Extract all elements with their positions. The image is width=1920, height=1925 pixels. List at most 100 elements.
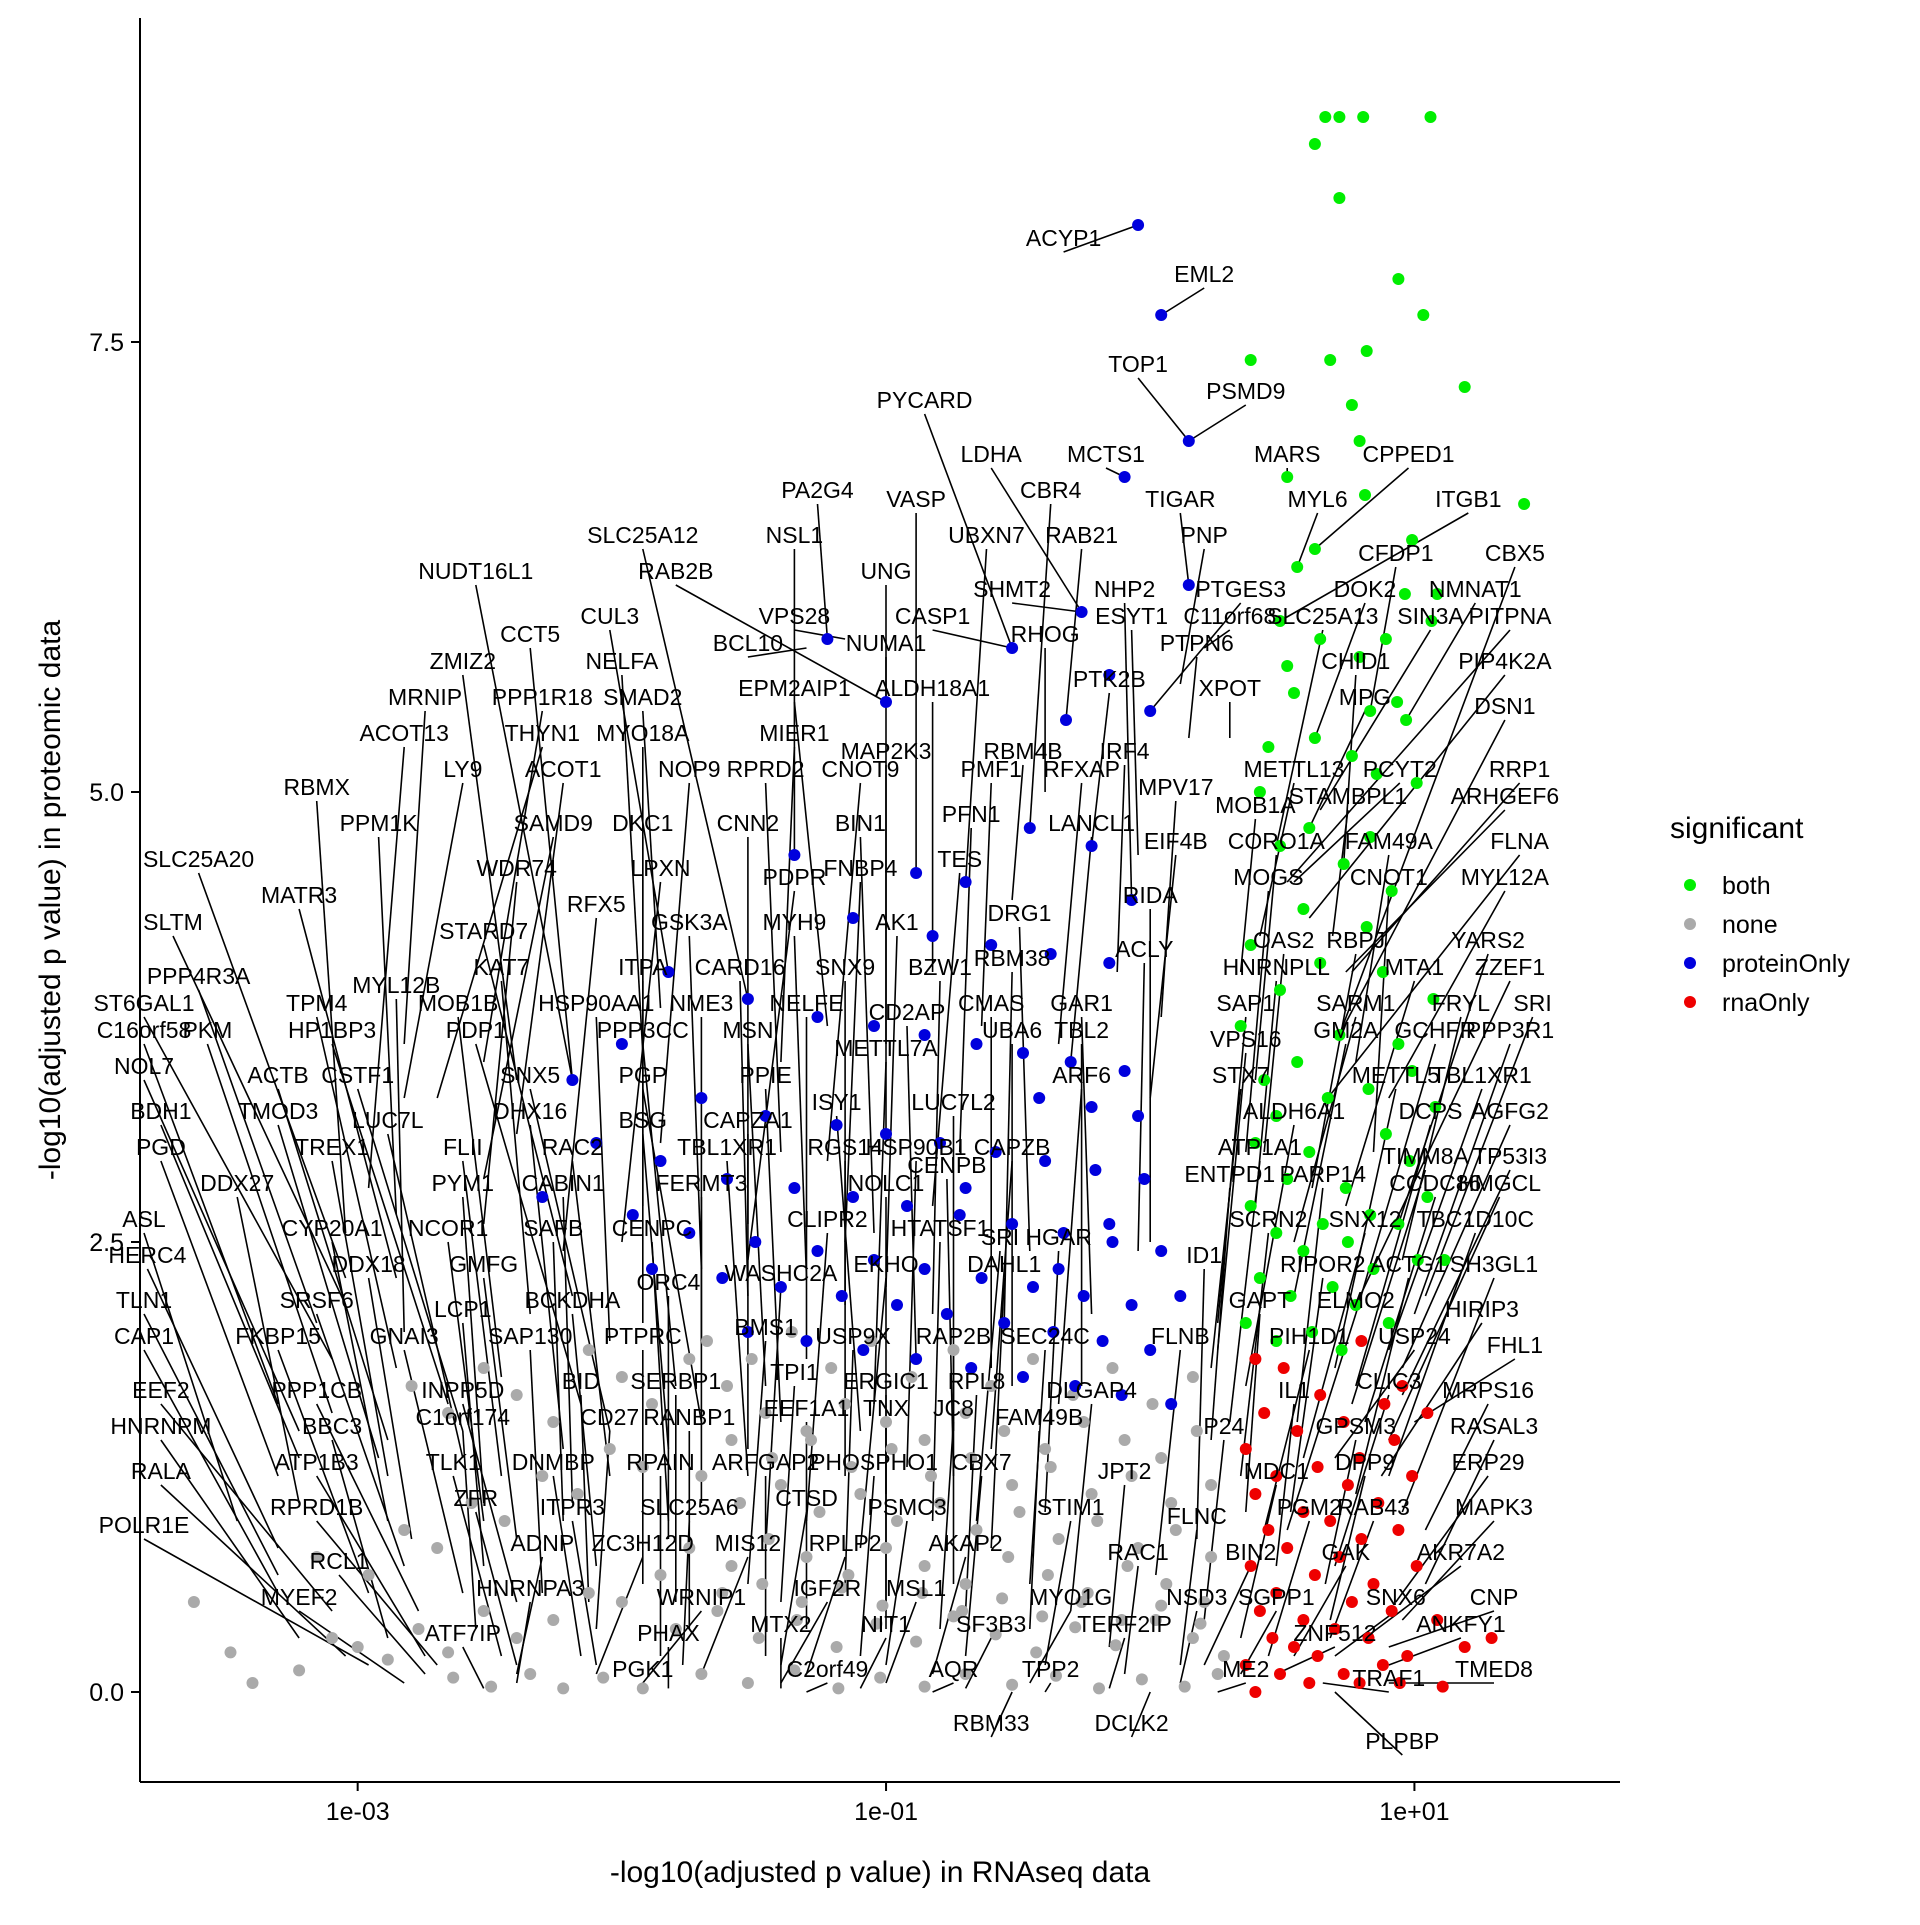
point-both-36 [1253,786,1266,798]
leader-line-ly9 [403,782,464,1099]
gene-label-myl12b: MYL12B [352,972,440,998]
gene-label-tpp2: TPP2 [1022,1656,1080,1682]
point-none-32 [646,1398,658,1410]
point-none-79 [830,1641,843,1653]
point-none-15 [310,1551,323,1563]
point-none-63 [762,1533,775,1545]
gene-label-samd9: SAMD9 [514,810,593,836]
gene-label-cbx7: CBX7 [952,1449,1012,1475]
leader-line-acot13 [367,746,405,1189]
gene-label-cap1: CAP1 [114,1323,174,1349]
point-none-147 [1205,1479,1218,1491]
gene-label-ppp1r18: PPP1R18 [492,684,593,710]
gene-label-cpped1: CPPED1 [1362,441,1454,467]
point-none-9 [477,1605,490,1617]
gene-label-sap130: SAP130 [488,1323,572,1349]
gene-label-vasp: VASP [886,486,946,512]
point-both-69 [1316,1218,1329,1230]
gene-label-mta1: MTA1 [1385,954,1445,980]
leader-line-top1 [1137,377,1190,442]
point-none-29 [547,1416,560,1428]
gene-label-msn: MSN [722,1017,773,1043]
point-proteinonly-3 [1118,471,1131,483]
gene-label-snx12: SNX12 [1329,1206,1402,1232]
point-rnaonly-20 [1324,1515,1337,1527]
point-none-130 [1036,1610,1049,1623]
leader-line-dclk2 [1130,1691,1151,1738]
point-proteinonly-68 [835,1290,848,1302]
gene-label-nelfa: NELFA [585,648,659,674]
gene-label-htatsf1: HTATSF1 [891,1215,990,1241]
point-rnaonly-6 [1258,1407,1271,1419]
point-both-31 [1400,714,1413,726]
point-none-99 [1093,1682,1105,1695]
gene-label-rasal3: RASAL3 [1450,1413,1538,1439]
gene-label-stx7: STX7 [1212,1062,1270,1088]
point-none-22 [571,1488,584,1500]
gene-label-stambpl1: STAMBPL1 [1289,783,1407,809]
point-proteinonly-20 [985,939,998,951]
legend-label-proteinonly: proteinOnly [1722,950,1850,978]
gene-label-rprd2: RPRD2 [727,756,805,782]
leader-line-il1 [1275,1403,1295,1567]
point-both-73 [1297,1245,1310,1257]
point-proteinonly-55 [626,1209,639,1221]
point-proteinonly-47 [847,1191,859,1203]
gene-label-lancl1: LANCL1 [1048,810,1135,836]
point-none-7 [412,1623,425,1635]
point-none-48 [734,1497,746,1509]
point-both-43 [1297,903,1310,915]
point-proteinonly-70 [940,1308,953,1320]
gene-label-sltm: SLTM [143,909,203,935]
point-both-49 [1427,993,1440,1005]
point-rnaonly-44 [1337,1668,1350,1680]
leader-line-terf2ip [1108,1637,1126,1689]
gene-label-arhgef6: ARHGEF6 [1451,783,1560,809]
point-none-8 [442,1646,455,1659]
gene-label-clipr2: CLIPR2 [787,1206,868,1232]
gene-label-dsn1: DSN1 [1474,693,1535,719]
gene-label-pkm: PKM [182,1017,232,1043]
point-proteinonly-54 [536,1191,549,1203]
point-rnaonly-11 [1239,1443,1252,1455]
leader-line-rfx5 [562,917,598,1252]
gene-label-rap2b: RAP2B [916,1323,991,1349]
leader-line-mrps16 [1424,1403,1489,1531]
point-proteinonly-82 [1115,1389,1128,1401]
gene-label-tbl1xr1: TBL1XR1 [1432,1062,1532,1088]
gene-label-c16orf58: C16orf58 [97,1017,192,1043]
gene-label-hnrnpa3: HNRNPA3 [476,1575,584,1601]
point-none-81 [910,1635,923,1648]
point-rnaonly-26 [1244,1560,1257,1572]
gene-label-st6gal1: ST6GAL1 [94,990,195,1016]
gene-label-dcps: DCPS [1399,1098,1463,1124]
leader-line-slc25a12 [642,548,749,1000]
gene-label-ptk2b: PTK2B [1073,666,1146,692]
leader-line-jpt2 [1108,1484,1126,1648]
gene-label-igf2r: IGF2R [794,1575,862,1601]
gene-label-mettl13: METTL13 [1244,756,1345,782]
point-both-70 [1270,1227,1283,1239]
point-none-60 [1205,1551,1218,1563]
gene-label-itgb1: ITGB1 [1435,486,1501,512]
leader-line-nop9 [659,782,691,1144]
point-none-44 [1118,1434,1131,1446]
gene-label-numa1: NUMA1 [846,630,927,656]
point-none-145 [1125,1470,1138,1482]
point-both-22 [1431,588,1444,600]
point-both-74 [1411,1254,1424,1266]
gene-label-fhl1: FHL1 [1487,1332,1543,1358]
gene-label-orc4: ORC4 [636,1269,700,1295]
gene-label-pcyt2: PCYT2 [1363,756,1437,782]
point-both-8 [1244,354,1257,366]
point-proteinonly-14 [959,876,972,888]
gene-label-myo1g: MYO1G [1029,1584,1112,1610]
gene-label-c1orf174: C1orf174 [415,1404,510,1430]
point-rnaonly-1 [1355,1335,1368,1347]
point-proteinonly-43 [590,1137,603,1149]
leader-line-mpv17 [1160,800,1177,1018]
point-none-72 [1121,1560,1134,1572]
leader-line-c2orf49 [806,1682,828,1693]
leader-line-rprd1b [316,1520,438,1666]
point-proteinonly-46 [788,1182,801,1194]
